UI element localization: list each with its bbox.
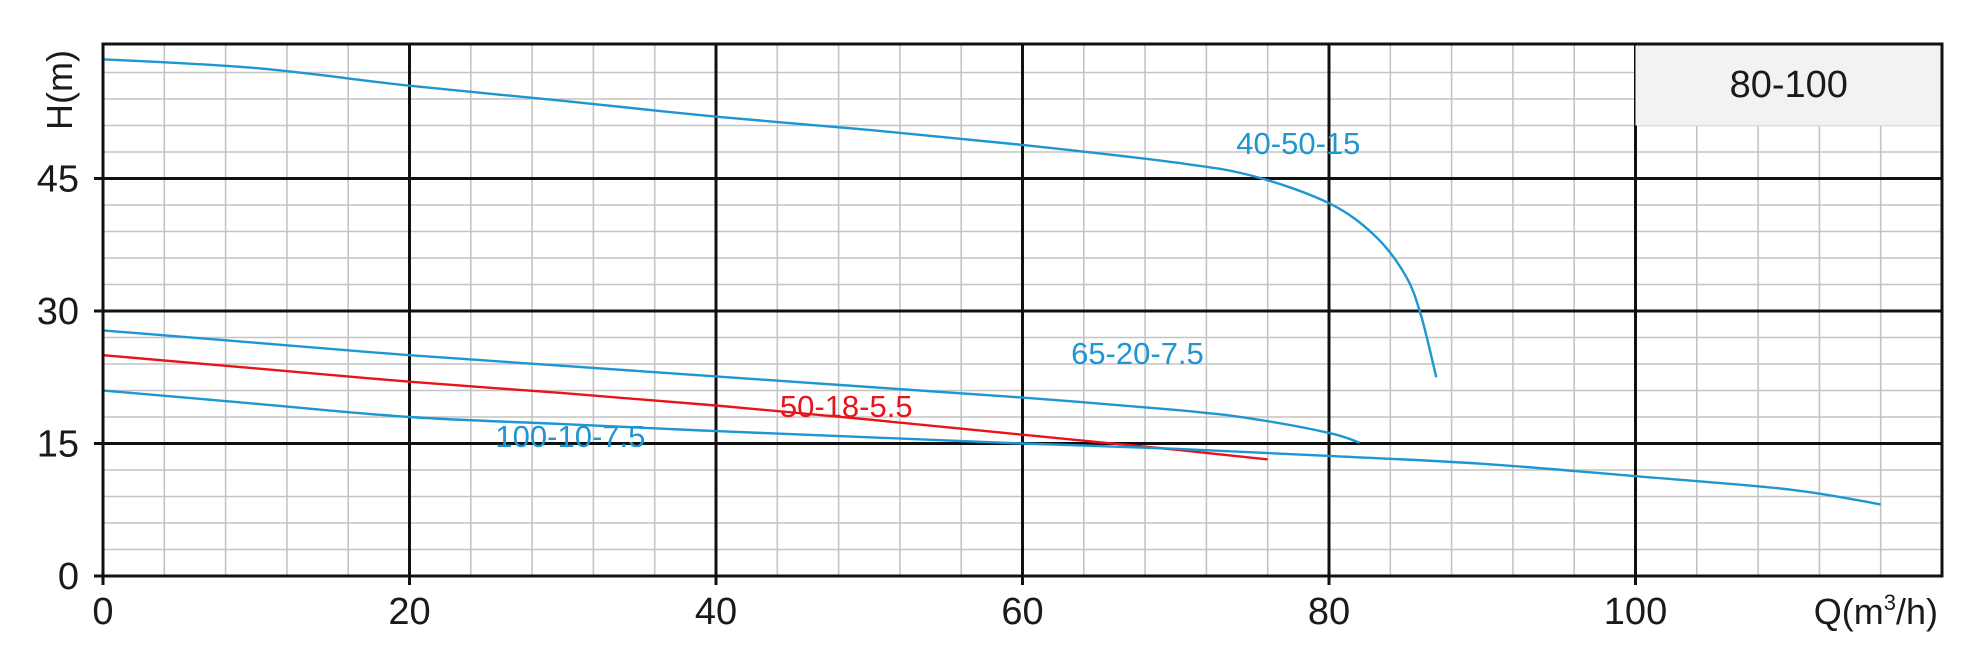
y-tick-label: 30 — [37, 291, 79, 333]
series-line-50-18-5_5 — [102, 354, 1268, 461]
y-tick-label: 45 — [37, 159, 79, 201]
series-label-100-10-7_5: 100-10-7.5 — [495, 419, 645, 454]
series-line-40-50-15 — [102, 58, 1438, 378]
y-axis-title: H(m) — [39, 50, 80, 130]
series-line-100-10-7_5 — [102, 389, 1881, 506]
y-tick-label: 15 — [37, 424, 79, 466]
x-tick-label: 100 — [1604, 591, 1667, 633]
x-axis-title-superscript: 3 — [1884, 590, 1896, 615]
x-tick-label: 80 — [1308, 591, 1350, 633]
series-label-65-20-7_5: 65-20-7.5 — [1071, 336, 1204, 371]
model-label-background — [1635, 44, 1942, 126]
x-axis-title-main: Q(m — [1814, 591, 1884, 632]
model-label: 80-100 — [1730, 64, 1848, 106]
series-labels: 40-50-15 65-20-7.5 50-18-5.5 100-10-7.5 — [495, 126, 1360, 454]
major-grid — [103, 44, 1942, 576]
x-tick-label: 40 — [695, 591, 737, 633]
series-label-40-50-15: 40-50-15 — [1236, 126, 1360, 161]
x-axis-ticks: 0 20 40 60 80 100 — [92, 576, 1667, 633]
x-axis-title-tail: /h) — [1896, 591, 1938, 632]
y-axis-ticks: 0 15 30 45 — [37, 159, 103, 598]
series-lines — [102, 58, 1881, 506]
x-axis-title: Q(m3/h) — [1814, 590, 1938, 632]
x-tick-label: 0 — [92, 591, 113, 633]
x-tick-label: 20 — [388, 591, 430, 633]
model-label-box: 80-100 — [1635, 44, 1942, 126]
y-tick-label: 0 — [58, 556, 79, 598]
x-tick-label: 60 — [1001, 591, 1043, 633]
series-label-50-18-5_5: 50-18-5.5 — [780, 389, 913, 424]
series-line-65-20-7_5 — [102, 329, 1360, 444]
